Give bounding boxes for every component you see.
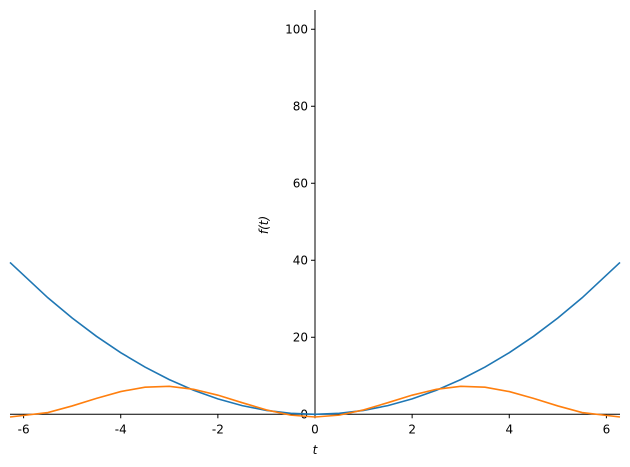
x-tick-label: 4 [505,422,513,436]
y-axis-label: f(t) [257,216,271,234]
x-tick-label: -4 [115,422,127,436]
x-tick-label: 6 [603,422,611,436]
x-tick-label: 2 [408,422,416,436]
y-tick-label: 60 [293,176,308,190]
line-series [9,385,621,418]
x-tick-label: -2 [212,422,224,436]
line-series [9,261,621,416]
y-tick-label: 20 [293,330,308,344]
x-axis-label: t [313,443,319,457]
y-tick-label: 100 [285,22,308,36]
y-tick-label: 40 [293,253,308,267]
x-tick-label: -6 [18,422,30,436]
x-tick-label: 0 [311,422,319,436]
y-tick-label: 80 [293,99,308,113]
